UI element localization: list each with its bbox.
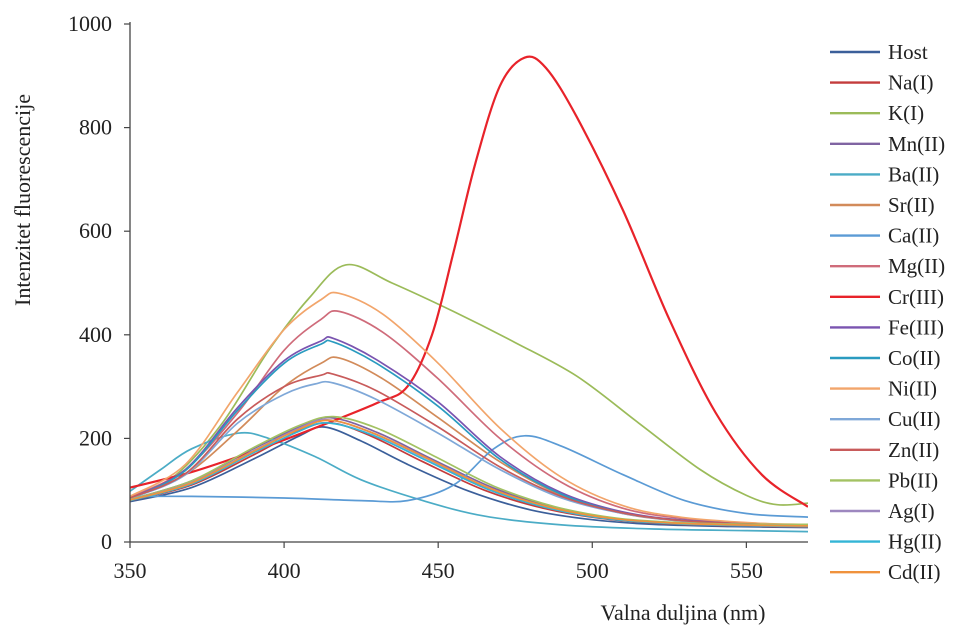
legend-item: Mn(II) bbox=[830, 132, 945, 156]
legend-item: Ca(II) bbox=[830, 224, 939, 248]
series-line-srii bbox=[130, 356, 808, 528]
legend-item: K(I) bbox=[830, 101, 924, 125]
legend-label: Ca(II) bbox=[888, 224, 939, 248]
legend-label: Pb(II) bbox=[888, 468, 938, 492]
axes: 0 200 400 600 800 1000 350 400 450 500 550 bbox=[68, 11, 808, 583]
legend-item: Ni(II) bbox=[830, 377, 937, 401]
legend-item: Mg(II) bbox=[830, 254, 945, 278]
series-line-cdii bbox=[130, 419, 808, 527]
y-tick-label: 200 bbox=[79, 425, 112, 450]
legend-label: Ba(II) bbox=[888, 162, 939, 186]
legend-item: Cd(II) bbox=[830, 560, 940, 584]
legend-label: K(I) bbox=[888, 101, 924, 125]
legend-item: Host bbox=[830, 40, 928, 64]
legend-label: Sr(II) bbox=[888, 193, 935, 217]
series-line-mgii bbox=[130, 310, 808, 526]
legend-item: Ba(II) bbox=[830, 162, 939, 186]
series-line-baii bbox=[130, 431, 808, 533]
legend-label: Ag(I) bbox=[888, 499, 935, 523]
x-tick-label: 350 bbox=[114, 558, 147, 583]
legend-label: Hg(II) bbox=[888, 530, 942, 554]
legend-label: Cu(II) bbox=[888, 407, 940, 431]
series-line-znii bbox=[130, 371, 808, 527]
y-tick-label: 600 bbox=[79, 218, 112, 243]
series-line-host bbox=[130, 426, 808, 529]
legend-label: Cd(II) bbox=[888, 560, 940, 584]
legend-label: Na(I) bbox=[888, 71, 933, 95]
y-tick-label: 400 bbox=[79, 322, 112, 347]
plot-area bbox=[130, 55, 808, 533]
x-tick-label: 400 bbox=[268, 558, 301, 583]
legend-label: Zn(II) bbox=[888, 438, 939, 462]
legend-item: Na(I) bbox=[830, 71, 933, 95]
x-tick-label: 500 bbox=[576, 558, 609, 583]
y-axis-label: Intenzitet fluorescencije bbox=[10, 94, 35, 306]
legend-item: Fe(III) bbox=[830, 315, 944, 339]
legend-item: Co(II) bbox=[830, 346, 940, 370]
legend-label: Co(II) bbox=[888, 346, 940, 370]
series-line-niii bbox=[130, 291, 808, 526]
y-tick-label: 0 bbox=[101, 529, 112, 554]
legend-label: Mg(II) bbox=[888, 254, 945, 278]
series-line-ki bbox=[130, 263, 808, 506]
legend-label: Ni(II) bbox=[888, 377, 937, 401]
series-line-cuii bbox=[130, 380, 808, 527]
legend-label: Mn(II) bbox=[888, 132, 945, 156]
legend-label: Host bbox=[888, 40, 928, 64]
legend-item: Hg(II) bbox=[830, 530, 942, 554]
y-tick-label: 800 bbox=[79, 115, 112, 140]
series-line-caii bbox=[130, 434, 808, 518]
legend-item: Ag(I) bbox=[830, 499, 935, 523]
legend-label: Fe(III) bbox=[888, 315, 944, 339]
legend-item: Cr(III) bbox=[830, 285, 944, 309]
legend-item: Pb(II) bbox=[830, 468, 938, 492]
legend-item: Zn(II) bbox=[830, 438, 939, 462]
x-tick-label: 450 bbox=[422, 558, 455, 583]
legend: Host Na(I) K(I) Mn(II) Ba(II) Sr(II) Ca(II) Mg(… bbox=[830, 40, 945, 584]
legend-item: Cu(II) bbox=[830, 407, 940, 431]
x-tick-label: 550 bbox=[730, 558, 763, 583]
legend-item: Sr(II) bbox=[830, 193, 935, 217]
legend-label: Cr(III) bbox=[888, 285, 944, 309]
series-line-criii bbox=[130, 55, 808, 508]
x-axis-label: Valna duljina (nm) bbox=[601, 600, 766, 625]
y-tick-label: 1000 bbox=[68, 11, 112, 36]
